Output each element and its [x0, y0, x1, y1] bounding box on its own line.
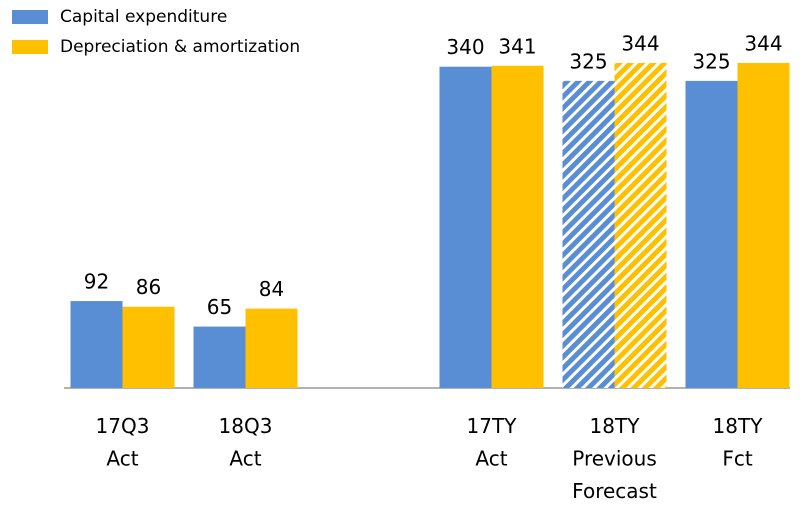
x-tick-label-line: Act: [475, 446, 507, 470]
x-tick-label: 18TY Previous Forecast: [572, 414, 657, 503]
bar: [737, 62, 790, 389]
legend-label: Depreciation & amortization: [60, 37, 300, 57]
bar: [439, 66, 492, 388]
bar: [562, 80, 615, 388]
x-tick-label-line: 18TY: [590, 414, 641, 438]
x-tick-label-line: Forecast: [572, 479, 657, 503]
value-label: 84: [259, 277, 284, 301]
x-tick-label-line: Act: [106, 446, 138, 470]
x-tick-label-line: Previous: [572, 446, 657, 470]
value-label: 325: [692, 49, 730, 73]
bar: [193, 326, 246, 388]
value-label: 86: [136, 275, 161, 299]
legend-label: Capital expenditure: [60, 7, 227, 27]
value-label: 92: [84, 270, 109, 294]
bar: [614, 62, 667, 389]
x-tick-label-line: Fct: [722, 446, 753, 470]
value-label: 341: [498, 34, 536, 58]
legend-swatch: [12, 10, 48, 24]
x-tick-label: 17TY Act: [467, 414, 518, 471]
value-label: 65: [207, 295, 232, 319]
x-tick-label-line: 17TY: [467, 414, 518, 438]
x-tick-label-line: 18TY: [713, 414, 764, 438]
value-label: 344: [744, 31, 782, 55]
x-tick-label-line: 17Q3: [96, 414, 150, 438]
bar: [70, 301, 123, 388]
bar: [491, 65, 544, 388]
x-tick-label: 18TY Fct: [713, 414, 764, 471]
value-label: 344: [621, 31, 659, 55]
bar: [685, 80, 738, 388]
x-tick-label: 18Q3 Act: [219, 414, 273, 471]
x-tick-label-line: Act: [229, 446, 261, 470]
value-label: 325: [569, 49, 607, 73]
bar: [245, 308, 298, 388]
legend-swatch: [12, 40, 48, 54]
x-tick-label-line: 18Q3: [219, 414, 273, 438]
bar: [122, 306, 175, 388]
x-tick-label: 17Q3 Act: [96, 414, 150, 471]
value-label: 340: [446, 35, 484, 59]
